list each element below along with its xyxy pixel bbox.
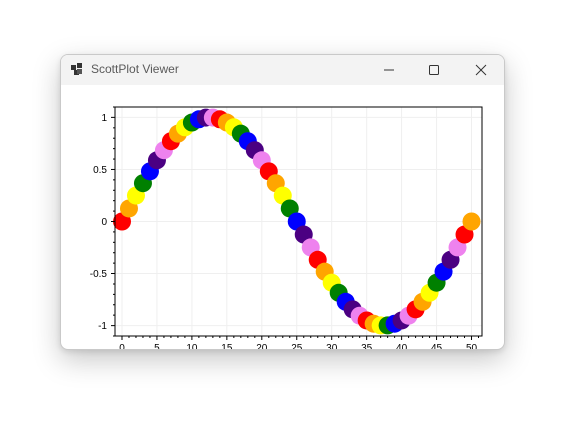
minimize-icon (384, 69, 394, 71)
window-title: ScottPlot Viewer (91, 62, 179, 76)
x-tick-label: 5 (154, 343, 160, 349)
x-tick-label: 45 (431, 343, 443, 349)
y-tick-label: 0.5 (93, 165, 107, 176)
x-tick-label: 15 (221, 343, 233, 349)
maximize-button[interactable] (411, 55, 457, 85)
y-tick-label: 1 (101, 113, 107, 124)
close-button[interactable] (458, 55, 504, 85)
data-point (462, 212, 481, 231)
x-tick-label: 0 (119, 343, 125, 349)
y-tick-label: 0 (101, 217, 107, 228)
y-tick-label: -1 (98, 321, 107, 332)
x-tick-label: 40 (396, 343, 408, 349)
minimize-button[interactable] (366, 55, 412, 85)
close-icon (475, 64, 487, 76)
maximize-icon (429, 65, 439, 75)
x-tick-label: 35 (361, 343, 373, 349)
scottplot-viewer-window: ScottPlot Viewer 0 5 10 15 20 25 30 35 40 45 50 1 0.… (60, 54, 505, 350)
app-icon (71, 63, 82, 75)
y-tick-label: -0.5 (90, 269, 108, 280)
x-tick-label: 10 (186, 343, 198, 349)
x-tick-label: 20 (256, 343, 268, 349)
title-bar[interactable]: ScottPlot Viewer (61, 55, 504, 85)
plot-area[interactable]: 0 5 10 15 20 25 30 35 40 45 50 1 0.5 0 -0.5 -1 (61, 85, 504, 349)
x-tick-label: 30 (326, 343, 338, 349)
x-tick-label: 50 (466, 343, 478, 349)
scatter-chart[interactable]: 0 5 10 15 20 25 30 35 40 45 50 1 0.5 0 -0.5 -1 (61, 85, 504, 349)
x-tick-label: 25 (291, 343, 303, 349)
